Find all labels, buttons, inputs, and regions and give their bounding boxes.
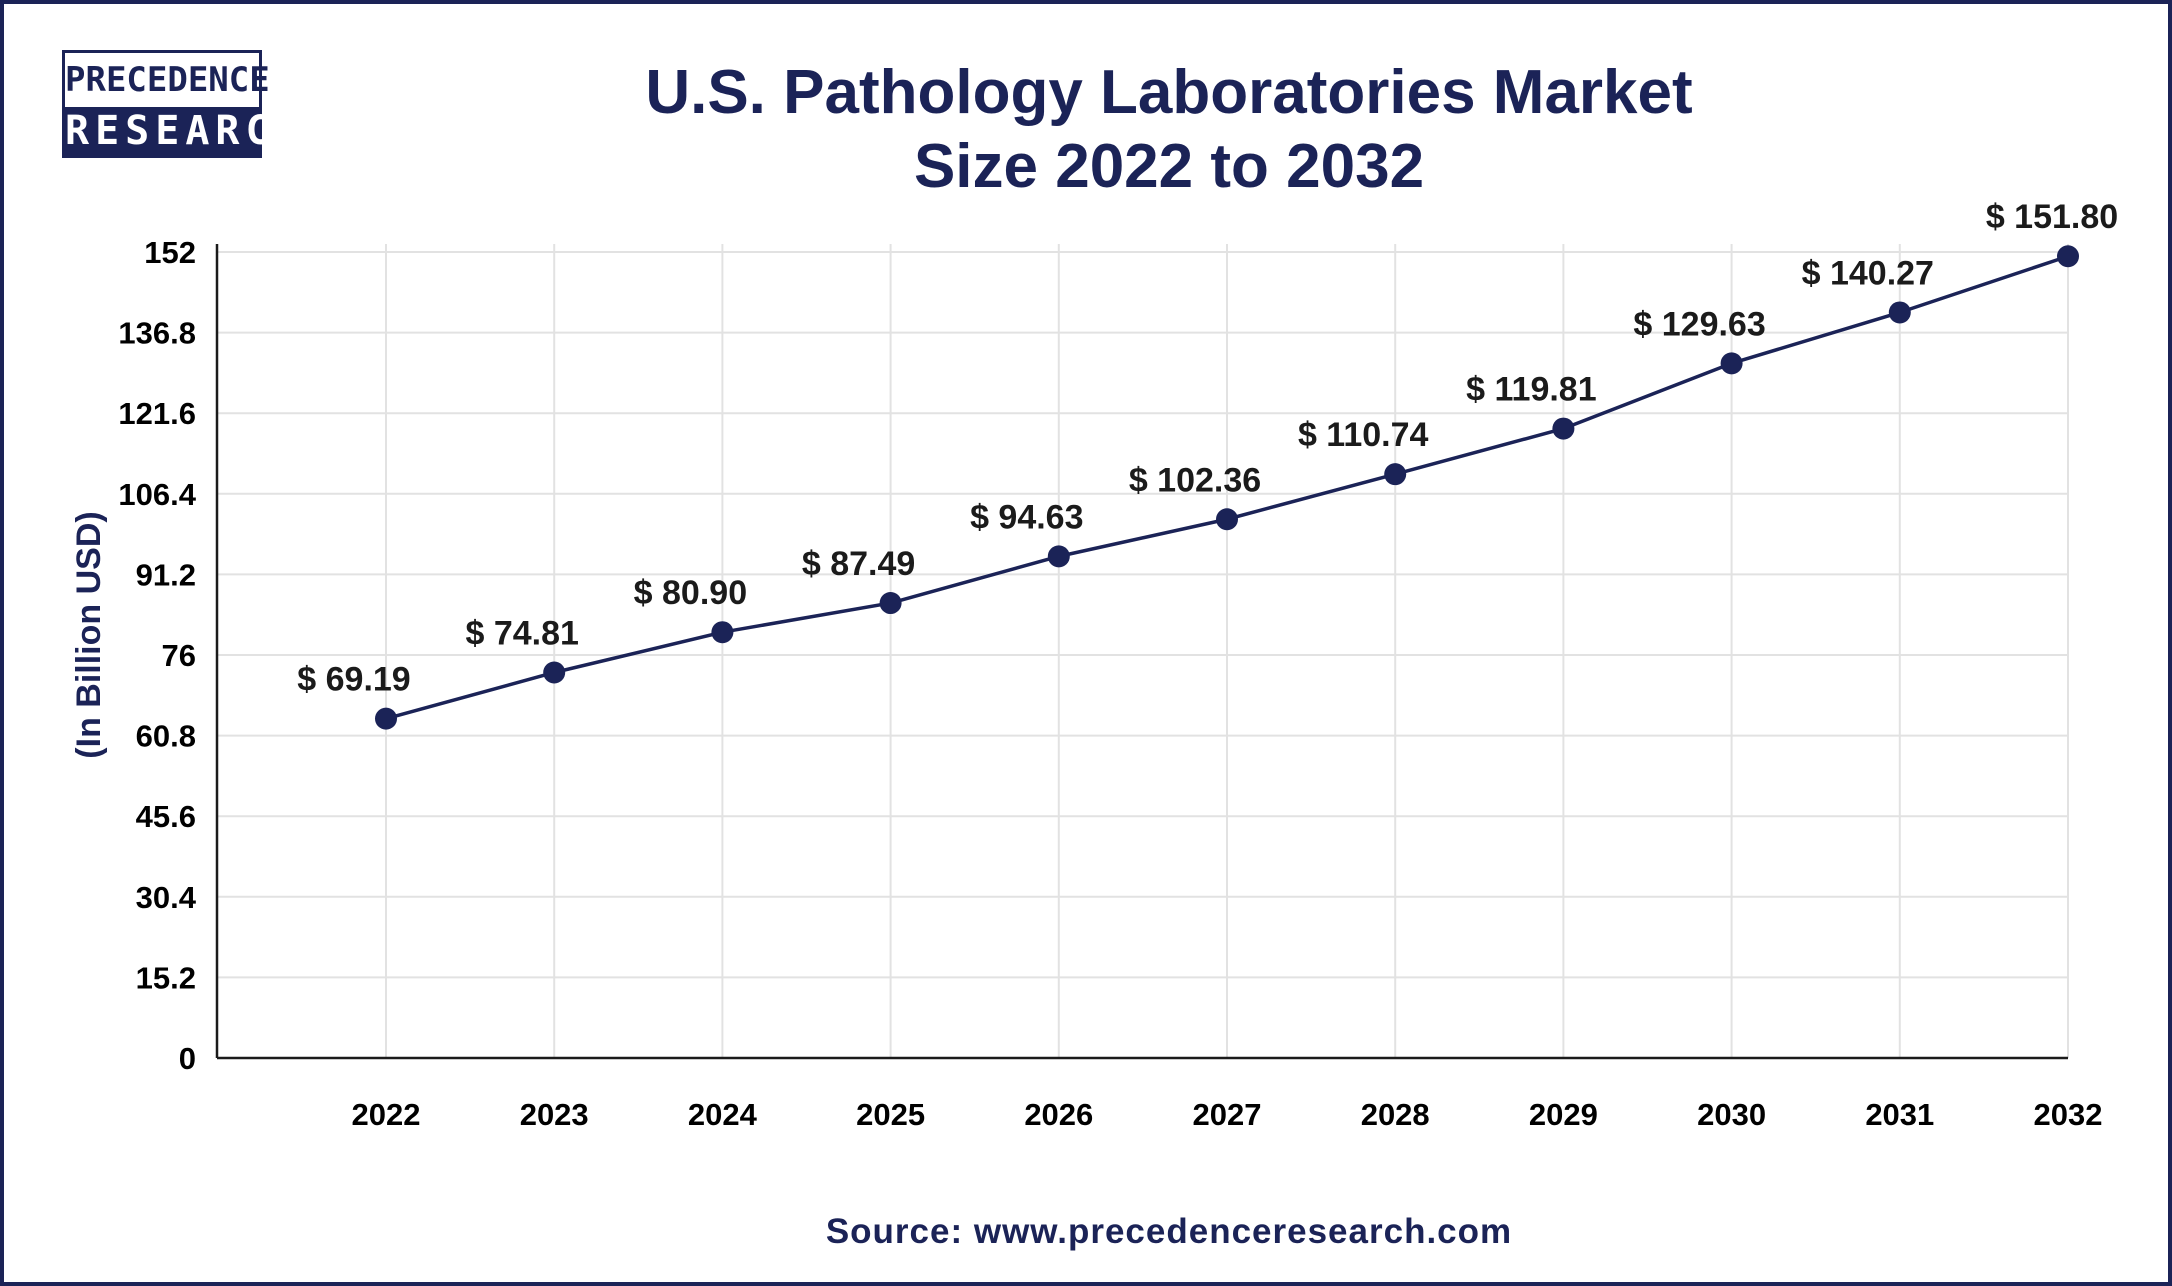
x-tick-label: 2027: [1193, 1097, 1262, 1132]
data-label: $ 129.63: [1633, 305, 1765, 343]
x-tick-label: 2031: [1865, 1097, 1934, 1132]
y-tick-label: 106.4: [118, 477, 196, 512]
data-label: $ 94.63: [970, 498, 1083, 536]
x-tick-label: 2029: [1529, 1097, 1598, 1132]
y-tick-label: 15.2: [136, 960, 196, 995]
y-tick-label: 121.6: [118, 396, 196, 431]
x-tick-label: 2032: [2034, 1097, 2103, 1132]
x-tick-label: 2024: [688, 1097, 758, 1132]
y-tick-label: 30.4: [136, 880, 197, 915]
data-point: [711, 621, 734, 644]
x-tick-label: 2028: [1361, 1097, 1430, 1132]
data-label: $ 74.81: [465, 614, 578, 652]
chart-title-line-1: U.S. Pathology Laboratories Market: [645, 58, 1693, 127]
data-point: [1047, 545, 1070, 568]
x-tick-label: 2026: [1024, 1097, 1093, 1132]
data-label: $ 119.81: [1466, 371, 1596, 409]
data-point: [1552, 417, 1575, 440]
y-tick-label: 0: [179, 1041, 196, 1076]
data-point: [543, 661, 566, 684]
y-tick-label: 152: [144, 235, 196, 270]
data-label: $ 87.49: [802, 545, 915, 583]
data-label: $ 102.36: [1129, 461, 1261, 499]
chart-title-line-2: Size 2022 to 2032: [913, 132, 1425, 201]
data-label: $ 151.80: [1986, 198, 2118, 236]
data-point: [2057, 245, 2079, 268]
source-text: Source: www.precedenceresearch.com: [825, 1212, 1513, 1251]
x-tick-label: 2022: [352, 1097, 421, 1132]
data-point: [879, 592, 902, 615]
data-label: $ 69.19: [297, 661, 410, 699]
data-label: $ 140.27: [1802, 254, 1934, 292]
x-tick-label: 2030: [1697, 1097, 1766, 1132]
y-tick-label: 136.8: [118, 316, 196, 351]
data-label: $ 110.74: [1298, 416, 1429, 454]
logo-line-1: PRECEDENCE: [65, 53, 270, 107]
data-point: [1720, 352, 1743, 375]
x-tick-label: 2023: [520, 1097, 589, 1132]
y-tick-label: 91.2: [136, 557, 196, 592]
line-chart: 0 15.2 30.4 45.6 60.8 76 91.2 106.4 121.6 136.8 15…: [70, 198, 2118, 1132]
chart-title: U.S. Pathology Laboratories Market Size …: [464, 56, 1874, 204]
data-point: [375, 707, 397, 730]
y-axis-label: (In Billion USD): [70, 511, 108, 758]
y-tick-label: 60.8: [136, 719, 196, 754]
data-point: [1384, 463, 1407, 486]
x-tick-label: 2025: [856, 1097, 925, 1132]
y-tick-label: 76: [162, 638, 196, 673]
data-label: $ 80.90: [634, 574, 747, 612]
y-tick-label: 45.6: [136, 799, 196, 834]
precedence-research-logo: PRECEDENCE RESEARCH: [62, 50, 300, 158]
data-point: [1216, 508, 1238, 531]
data-point: [1888, 301, 1911, 324]
